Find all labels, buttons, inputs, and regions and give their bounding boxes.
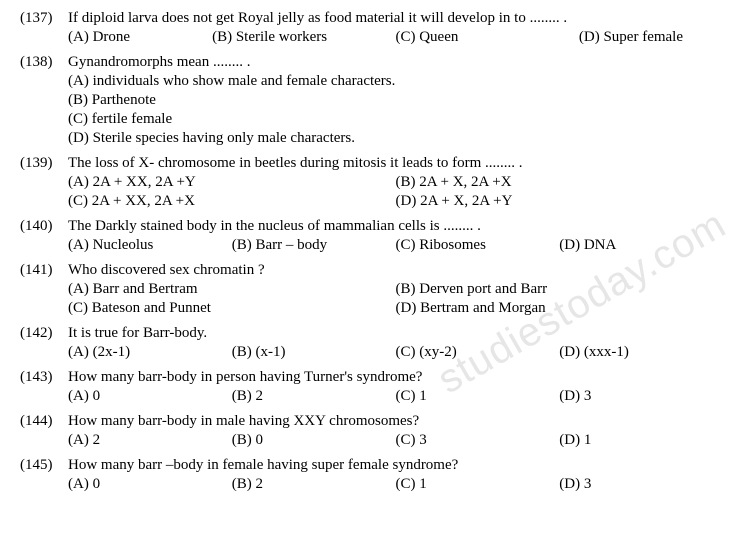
question-number: (145) [20, 457, 68, 474]
question-row: (143)How many barr-body in person having… [20, 369, 723, 386]
question: (139)The loss of X- chromosome in beetle… [20, 155, 723, 212]
option: (B) 2 [232, 476, 396, 493]
question-number: (142) [20, 325, 68, 342]
option: (A) (2x-1) [68, 344, 232, 361]
question-text: If diploid larva does not get Royal jell… [68, 10, 723, 27]
options-row: (A) 0(B) 2(C) 1(D) 3 [68, 476, 723, 495]
question-text: It is true for Barr-body. [68, 325, 723, 342]
question: (141)Who discovered sex chromatin ? (A) B… [20, 262, 723, 319]
question-row: (138)Gynandromorphs mean ........ . [20, 54, 723, 71]
option: (C) (xy-2) [396, 344, 560, 361]
options-row: (A) 2A + XX, 2A +Y(B) 2A + X, 2A +X(C) 2… [68, 174, 723, 212]
options-row: (A) individuals who show male and female… [68, 73, 723, 149]
option: (A) 2A + XX, 2A +Y [68, 174, 396, 191]
option: (B) Parthenote [68, 92, 723, 109]
question-row: (142)It is true for Barr-body. [20, 325, 723, 342]
question-text: The Darkly stained body in the nucleus o… [68, 218, 723, 235]
option: (D) 2A + X, 2A +Y [396, 193, 724, 210]
question-text: How many barr-body in male having XXY ch… [68, 413, 723, 430]
options-row: (A) Nucleolus(B) Barr – body(C) Ribosome… [68, 237, 723, 256]
option: (B) 2A + X, 2A +X [396, 174, 724, 191]
question-number: (143) [20, 369, 68, 386]
question-number: (141) [20, 262, 68, 279]
option: (C) 2A + XX, 2A +X [68, 193, 396, 210]
question: (143)How many barr-body in person having… [20, 369, 723, 407]
questions-container: (137)If diploid larva does not get Royal… [20, 10, 723, 495]
option: (A) 2 [68, 432, 232, 449]
option: (A) Nucleolus [68, 237, 232, 254]
option: (A) Barr and Bertram [68, 281, 396, 298]
option: (C) Bateson and Punnet [68, 300, 396, 317]
option: (A) 0 [68, 476, 232, 493]
question: (145)How many barr –body in female havin… [20, 457, 723, 495]
question-number: (144) [20, 413, 68, 430]
question: (144)How many barr-body in male having X… [20, 413, 723, 451]
option: (A) Drone [68, 29, 212, 46]
option: (D) (xxx-1) [559, 344, 723, 361]
question-text: The loss of X- chromosome in beetles dur… [68, 155, 723, 172]
option: (B) 0 [232, 432, 396, 449]
option: (D) 1 [559, 432, 723, 449]
question-number: (140) [20, 218, 68, 235]
question-number: (138) [20, 54, 68, 71]
question: (142)It is true for Barr-body. (A) (2x-1)… [20, 325, 723, 363]
option: (C) Ribosomes [396, 237, 560, 254]
question-row: (145)How many barr –body in female havin… [20, 457, 723, 474]
option: (A) individuals who show male and female… [68, 73, 723, 90]
options-row: (A) 2(B) 0(C) 3(D) 1 [68, 432, 723, 451]
option: (B) 2 [232, 388, 396, 405]
option: (C) fertile female [68, 111, 723, 128]
option: (C) 1 [396, 388, 560, 405]
options-row: (A) Drone(B) Sterile workers(C) Queen(D)… [68, 29, 723, 48]
option: (D) Bertram and Morgan [396, 300, 724, 317]
question-row: (137)If diploid larva does not get Royal… [20, 10, 723, 27]
option: (C) 3 [396, 432, 560, 449]
question-text: Who discovered sex chromatin ? [68, 262, 723, 279]
question-row: (140)The Darkly stained body in the nucl… [20, 218, 723, 235]
question-number: (137) [20, 10, 68, 27]
option: (A) 0 [68, 388, 232, 405]
question-text: How many barr-body in person having Turn… [68, 369, 723, 386]
option: (D) Sterile species having only male cha… [68, 130, 723, 147]
options-row: (A) 0(B) 2(C) 1(D) 3 [68, 388, 723, 407]
option: (B) Derven port and Barr [396, 281, 724, 298]
question-row: (139)The loss of X- chromosome in beetle… [20, 155, 723, 172]
option: (D) 3 [559, 476, 723, 493]
question: (138)Gynandromorphs mean ........ . (A) i… [20, 54, 723, 149]
option: (D) 3 [559, 388, 723, 405]
question: (140)The Darkly stained body in the nucl… [20, 218, 723, 256]
question-text: How many barr –body in female having sup… [68, 457, 723, 474]
option: (C) 1 [396, 476, 560, 493]
option: (D) Super female [579, 29, 723, 46]
option: (C) Queen [395, 29, 578, 46]
question-row: (144)How many barr-body in male having X… [20, 413, 723, 430]
question-row: (141)Who discovered sex chromatin ? [20, 262, 723, 279]
options-row: (A) (2x-1)(B) (x-1)(C) (xy-2)(D) (xxx-1) [68, 344, 723, 363]
option: (B) (x-1) [232, 344, 396, 361]
question: (137)If diploid larva does not get Royal… [20, 10, 723, 48]
option: (B) Barr – body [232, 237, 396, 254]
question-number: (139) [20, 155, 68, 172]
question-text: Gynandromorphs mean ........ . [68, 54, 723, 71]
options-row: (A) Barr and Bertram(B) Derven port and … [68, 281, 723, 319]
option: (D) DNA [559, 237, 723, 254]
option: (B) Sterile workers [212, 29, 395, 46]
